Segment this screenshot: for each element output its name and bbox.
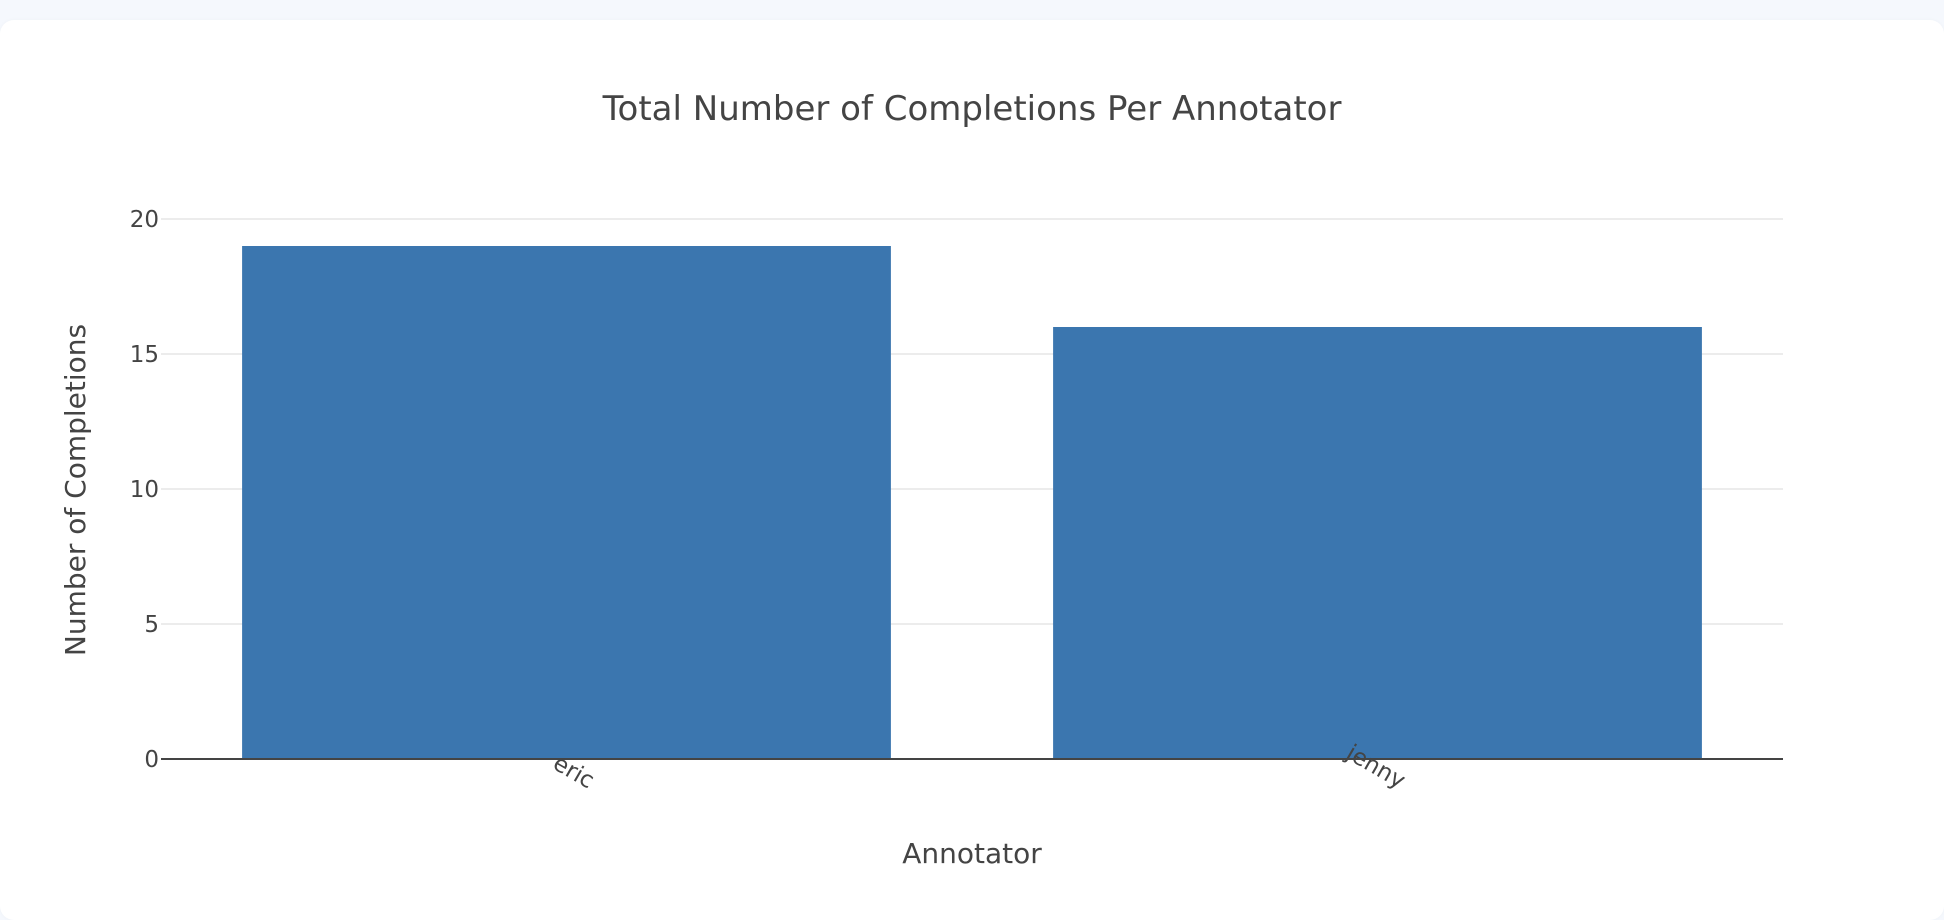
y-tick-label: 20 bbox=[130, 207, 159, 233]
y-tick-label: 5 bbox=[144, 612, 159, 638]
bars bbox=[242, 246, 1702, 759]
y-tick-label: 10 bbox=[130, 477, 159, 503]
chart-title: Total Number of Completions Per Annotato… bbox=[602, 89, 1342, 129]
y-tick-label: 15 bbox=[130, 342, 159, 368]
bar-eric[interactable] bbox=[242, 246, 891, 759]
y-tick-labels: 0 5 10 15 20 bbox=[130, 207, 159, 773]
x-axis-title: Annotator bbox=[902, 837, 1042, 870]
y-tick-label: 0 bbox=[144, 747, 159, 773]
bar-jenny[interactable] bbox=[1053, 327, 1702, 759]
y-axis-title: Number of Completions bbox=[59, 324, 92, 656]
